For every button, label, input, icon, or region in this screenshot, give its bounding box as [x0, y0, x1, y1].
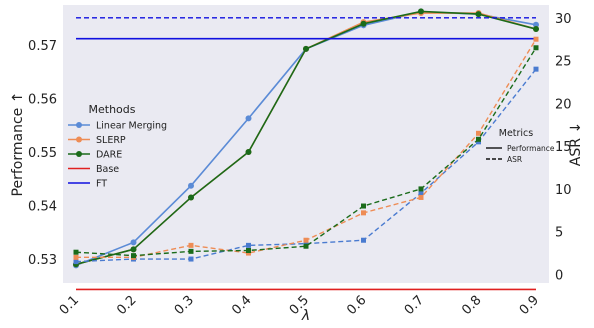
x-tick-label: 0.4	[229, 293, 254, 318]
legend-label-slerp: SLERP	[96, 135, 126, 146]
point-asr-linear-merging-7	[476, 139, 481, 145]
legend-metrics: Metrics Performance ASR	[486, 128, 555, 164]
legend-marker-slerp	[76, 136, 82, 143]
point-asr-slerp-2	[188, 242, 194, 248]
point-performance-dare-3	[245, 149, 252, 156]
point-asr-slerp-3	[246, 250, 251, 256]
metrics-label-asr: ASR	[507, 155, 522, 164]
point-asr-dare-3	[246, 247, 251, 253]
y-tick-left-label: 0.55	[28, 146, 57, 161]
point-asr-linear-merging-6	[418, 190, 424, 196]
x-axis-title: λ	[301, 308, 310, 324]
y-tick-left-label: 0.56	[28, 93, 57, 108]
x-tick-label: 0.6	[344, 293, 369, 318]
point-performance-linear-merging-1	[130, 239, 137, 246]
y-tick-left-label: 0.57	[28, 39, 57, 54]
point-performance-linear-merging-8	[533, 21, 539, 28]
point-asr-dare-8	[533, 45, 539, 51]
point-asr-dare-6	[418, 186, 424, 192]
point-asr-slerp-7	[476, 130, 481, 136]
point-asr-dare-2	[188, 248, 194, 254]
y-axis-right-title: ASR ↓	[568, 122, 584, 166]
point-asr-dare-7	[476, 136, 481, 142]
x-tick-label: 0.3	[172, 293, 197, 318]
legend-label-ft: FT	[96, 179, 107, 190]
legend-methods: Methods Linear Merging SLERP DARE Base FT	[68, 103, 167, 190]
point-asr-dare-5	[361, 203, 366, 209]
point-asr-slerp-0	[73, 254, 79, 260]
y-tick-right-label: 25	[555, 55, 572, 70]
point-asr-linear-merging-2	[188, 256, 194, 262]
metrics-label-performance: Performance	[507, 144, 555, 153]
point-performance-linear-merging-3	[245, 115, 252, 122]
y-tick-right-label: 10	[555, 183, 572, 198]
point-asr-slerp-4	[303, 237, 309, 243]
point-asr-dare-1	[131, 253, 136, 259]
point-asr-linear-merging-8	[533, 66, 539, 72]
point-asr-slerp-8	[533, 36, 539, 42]
point-asr-linear-merging-0	[73, 259, 79, 265]
series-line-asr-dare	[75, 47, 537, 257]
point-performance-dare-4	[303, 45, 309, 52]
point-performance-dare-6	[418, 8, 424, 15]
y-tick-right-label: 15	[555, 140, 572, 155]
x-tick-label: 0.2	[114, 293, 139, 318]
y-tick-right-label: 5	[555, 226, 563, 241]
point-performance-dare-1	[130, 246, 137, 253]
point-asr-linear-merging-5	[361, 237, 366, 243]
series-line-asr-linear-merging	[75, 68, 537, 263]
legend-marker-dare	[76, 151, 82, 157]
point-performance-linear-merging-2	[188, 182, 194, 189]
x-tick-label: 0.8	[459, 293, 484, 318]
legend-label-base: Base	[96, 164, 119, 175]
point-asr-linear-merging-3	[246, 242, 251, 248]
point-asr-slerp-5	[361, 210, 366, 216]
x-tick-label: 0.1	[57, 293, 82, 318]
legend-label-linear-merging: Linear Merging	[96, 121, 167, 132]
legend-methods-title: Methods	[89, 103, 136, 116]
point-performance-dare-2	[188, 194, 194, 201]
point-asr-dare-4	[303, 243, 309, 249]
legend-marker-linear-merging	[76, 122, 82, 128]
y-tick-right-label: 0	[555, 268, 563, 283]
point-asr-slerp-6	[418, 194, 424, 200]
y-tick-left-label: 0.54	[28, 199, 57, 214]
y-tick-right-label: 20	[555, 97, 572, 112]
y-tick-right-label: 30	[555, 12, 572, 27]
point-asr-linear-merging-4	[303, 241, 309, 247]
legend-metrics-title: Metrics	[499, 128, 534, 139]
y-axis-left-title: Performance ↑	[10, 92, 26, 197]
series-layer	[73, 8, 539, 291]
point-performance-dare-7	[475, 11, 482, 18]
x-tick-label: 0.9	[517, 293, 542, 318]
point-performance-dare-5	[360, 20, 367, 27]
legend-label-dare: DARE	[96, 150, 122, 161]
x-tick-label: 0.7	[402, 293, 427, 318]
point-performance-dare-8	[533, 26, 539, 33]
point-asr-dare-0	[73, 249, 79, 255]
y-tick-left-label: 0.53	[28, 253, 57, 268]
